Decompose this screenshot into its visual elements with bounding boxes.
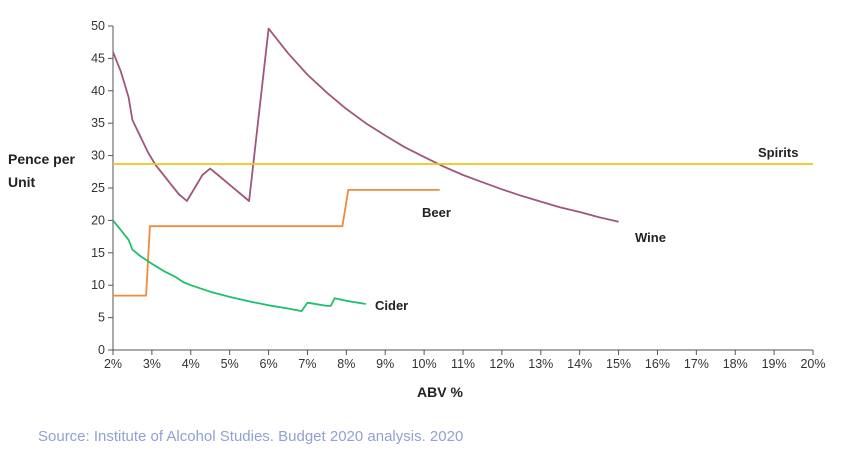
- y-tick-label: 0: [98, 343, 105, 357]
- series-group: [112, 27, 813, 313]
- series-label-beer: Beer: [422, 205, 451, 220]
- x-tick-label: 10%: [412, 357, 437, 371]
- y-tick-label: 5: [98, 311, 105, 325]
- y-tick-label: 25: [91, 181, 105, 195]
- y-axis-title-line2: Unit: [8, 174, 36, 190]
- x-tick-label: 15%: [606, 357, 631, 371]
- x-tick-label: 16%: [645, 357, 670, 371]
- series-label-spirits: Spirits: [758, 145, 798, 160]
- x-tick-label: 12%: [489, 357, 514, 371]
- y-tick-label: 40: [91, 84, 105, 98]
- x-tick-label: 7%: [298, 357, 316, 371]
- x-tick-label: 11%: [451, 357, 475, 371]
- series-line-wine: [112, 27, 619, 223]
- x-tick-label: 14%: [567, 357, 592, 371]
- y-tick-label: 45: [91, 51, 105, 65]
- series-line-beer: [113, 188, 440, 297]
- y-tick-label: 10: [91, 278, 105, 292]
- x-tick-label: 20%: [800, 357, 825, 371]
- y-tick-label: 20: [91, 213, 105, 227]
- x-tick-label: 19%: [762, 357, 787, 371]
- x-tick-label: 18%: [723, 357, 748, 371]
- axes: 0 5 10 15 20 25 30 35 40 45 50 2% 3% 4% 5% 6% 7% 8% 9% 10% 1…: [91, 19, 825, 371]
- x-tick-label: 3%: [143, 357, 161, 371]
- x-tick-label: 2%: [104, 357, 122, 371]
- series-line-cider: [112, 219, 366, 313]
- y-axis-title-line1: Pence per: [8, 151, 75, 167]
- x-tick-label: 17%: [684, 357, 709, 371]
- y-tick-label: 50: [91, 19, 105, 33]
- labels-group: Spirits Beer Wine Cider: [375, 145, 798, 313]
- x-tick-label: 9%: [376, 357, 394, 371]
- x-tick-label: 13%: [528, 357, 553, 371]
- x-tick-label: 4%: [182, 357, 200, 371]
- x-tick-label: 5%: [221, 357, 239, 371]
- series-label-wine: Wine: [635, 230, 666, 245]
- x-tick-label: 6%: [260, 357, 278, 371]
- source-note: Source: Institute of Alcohol Studies. Bu…: [38, 428, 464, 445]
- y-tick-label: 35: [91, 116, 105, 130]
- y-tick-label: 15: [91, 246, 105, 260]
- x-axis-title: ABV %: [417, 384, 463, 400]
- x-tick-label: 8%: [337, 357, 355, 371]
- y-tick-label: 30: [91, 149, 105, 163]
- series-label-cider: Cider: [375, 298, 408, 313]
